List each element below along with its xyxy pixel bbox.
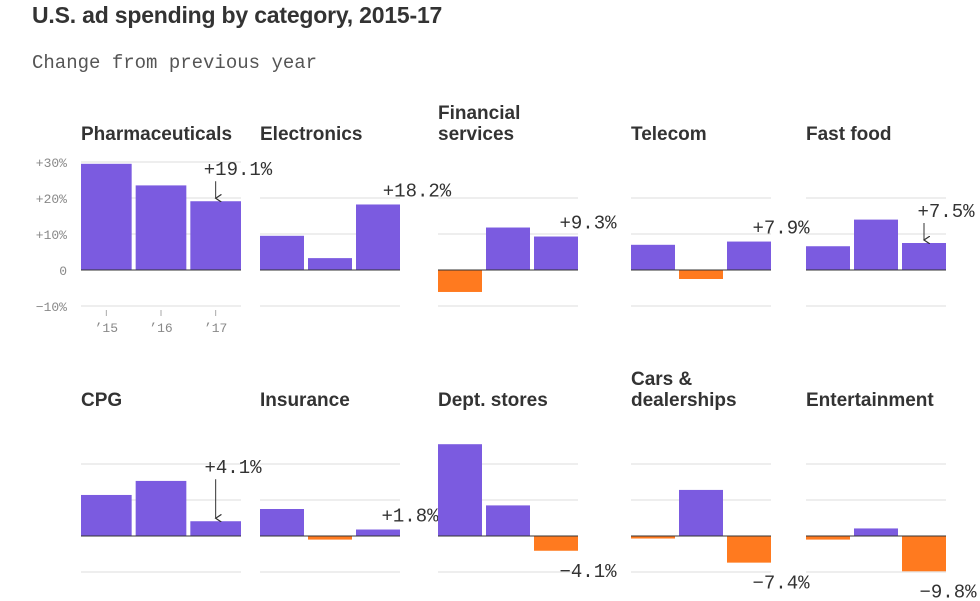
panel-electronics: Electronics +18.2% [260,124,452,307]
y-tick-label: −10% [36,300,67,315]
category-title: CPG [81,390,122,411]
category-title-line: Telecom [631,124,707,145]
bar-2 [135,480,187,536]
x-tick-label: ’17 [204,321,227,336]
bar-2 [308,258,352,270]
bar-3 [534,536,578,551]
x-tick-label: ’16 [149,321,172,336]
category-title-line: dealerships [631,390,737,411]
bar-2 [308,536,352,540]
y-tick-label: +30% [36,156,67,171]
value-label-2017: −4.1% [559,561,617,583]
bar-3 [190,521,241,536]
category-title-line: Financial [438,103,520,124]
panel-fast-food: Fast food +7.5% [806,124,975,307]
page-title: U.S. ad spending by category, 2015-17 [32,2,443,28]
category-title-line: CPG [81,390,122,411]
bar-1 [631,244,675,270]
category-title-line: Entertainment [806,390,934,411]
value-label-2017: +7.5% [917,201,975,223]
bar-2 [679,270,723,279]
bar-1 [260,509,304,536]
bar-1 [631,536,675,539]
bar-3 [727,241,771,270]
value-label-2017: +19.1% [204,159,273,181]
category-title: Cars & dealerships [631,369,737,411]
bar-1 [438,270,482,292]
category-title-line: Electronics [260,124,362,145]
category-title-line: Dept. stores [438,390,548,411]
value-label-2017: +7.9% [752,218,810,240]
panel-financial-services: Financial services +9.3% [438,103,617,307]
bar-1 [806,246,850,270]
category-title: Entertainment [806,390,934,411]
category-title-line: services [438,124,514,145]
value-label-2017: −9.8% [919,581,977,601]
bar-3 [534,236,578,270]
y-tick-label: +20% [36,192,67,207]
value-label-2017: +1.8% [381,506,439,528]
bar-3 [356,529,400,536]
bar-1 [81,163,132,270]
category-title: Dept. stores [438,390,548,411]
category-title-line: Fast food [806,124,892,145]
bar-1 [81,494,132,536]
category-title: Financial services [438,103,520,145]
bar-3 [356,204,400,270]
bar-2 [854,219,898,270]
panel-cpg: CPG +4.1% [81,390,262,573]
y-tick-label: 0 [59,264,67,279]
value-label-2017: −7.4% [752,573,810,595]
value-label-2017: +18.2% [383,180,452,202]
category-title-line: Cars & [631,369,693,390]
category-title: Telecom [631,124,707,145]
x-tick-label: ’15 [95,321,118,336]
bar-1 [438,444,482,536]
value-label-2017: +9.3% [559,213,617,235]
bar-3 [902,243,946,270]
category-title-line: Pharmaceuticals [81,124,232,145]
bar-2 [679,489,723,536]
bar-3 [727,536,771,563]
bar-1 [806,536,850,540]
bar-2 [854,528,898,536]
bar-2 [135,185,187,270]
bar-1 [260,235,304,270]
panel-entertainment: Entertainment −9.8% [806,390,977,601]
bar-3 [190,201,241,270]
panel-dept-stores: Dept. stores −4.1% [438,390,617,583]
category-title-line: Insurance [260,390,350,411]
panel-insurance: Insurance +1.8% [260,390,439,573]
value-label-2017: +4.1% [204,457,262,479]
bar-2 [486,505,530,536]
y-tick-label: +10% [36,228,67,243]
page-subtitle: Change from previous year [32,52,318,74]
category-title: Insurance [260,390,350,411]
category-title: Pharmaceuticals [81,124,232,145]
category-title: Electronics [260,124,362,145]
panel-telecom: Telecom +7.9% [631,124,810,307]
category-title: Fast food [806,124,892,145]
bar-2 [486,227,530,270]
panel-pharmaceuticals: Pharmaceuticals +19.1% +30% +20% +10% 0 −10% ’1… [36,124,273,336]
bar-3 [902,536,946,572]
panel-cars-dealerships: Cars & dealerships −7.4% [631,369,810,595]
